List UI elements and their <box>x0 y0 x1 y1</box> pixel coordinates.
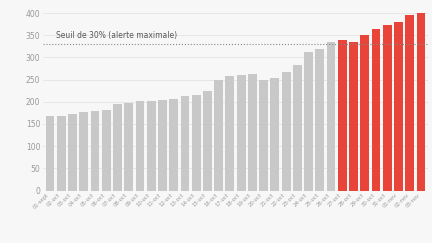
Bar <box>113 104 122 191</box>
Bar <box>259 80 268 191</box>
Bar <box>169 99 178 191</box>
Bar <box>282 72 290 191</box>
Bar <box>293 65 302 191</box>
Bar <box>327 42 336 191</box>
Bar <box>315 49 324 191</box>
Bar <box>270 78 279 191</box>
Bar <box>45 116 54 191</box>
Bar <box>192 95 200 191</box>
Bar <box>158 100 167 191</box>
Text: Seuil de 30% (alerte maximale): Seuil de 30% (alerte maximale) <box>56 31 177 40</box>
Bar <box>102 110 111 191</box>
Bar <box>338 40 347 191</box>
Bar <box>360 35 369 191</box>
Bar <box>136 101 144 191</box>
Bar <box>304 52 313 191</box>
Bar <box>406 15 414 191</box>
Bar <box>417 13 426 191</box>
Bar <box>124 103 133 191</box>
Bar <box>214 80 223 191</box>
Bar <box>91 111 99 191</box>
Bar <box>79 112 88 191</box>
Bar <box>226 76 234 191</box>
Bar <box>57 116 66 191</box>
Bar <box>181 96 189 191</box>
Bar <box>203 91 212 191</box>
Bar <box>237 75 245 191</box>
Bar <box>383 26 392 191</box>
Bar <box>147 101 156 191</box>
Bar <box>394 22 403 191</box>
Bar <box>248 74 257 191</box>
Bar <box>349 42 358 191</box>
Bar <box>68 114 77 191</box>
Bar <box>372 29 381 191</box>
